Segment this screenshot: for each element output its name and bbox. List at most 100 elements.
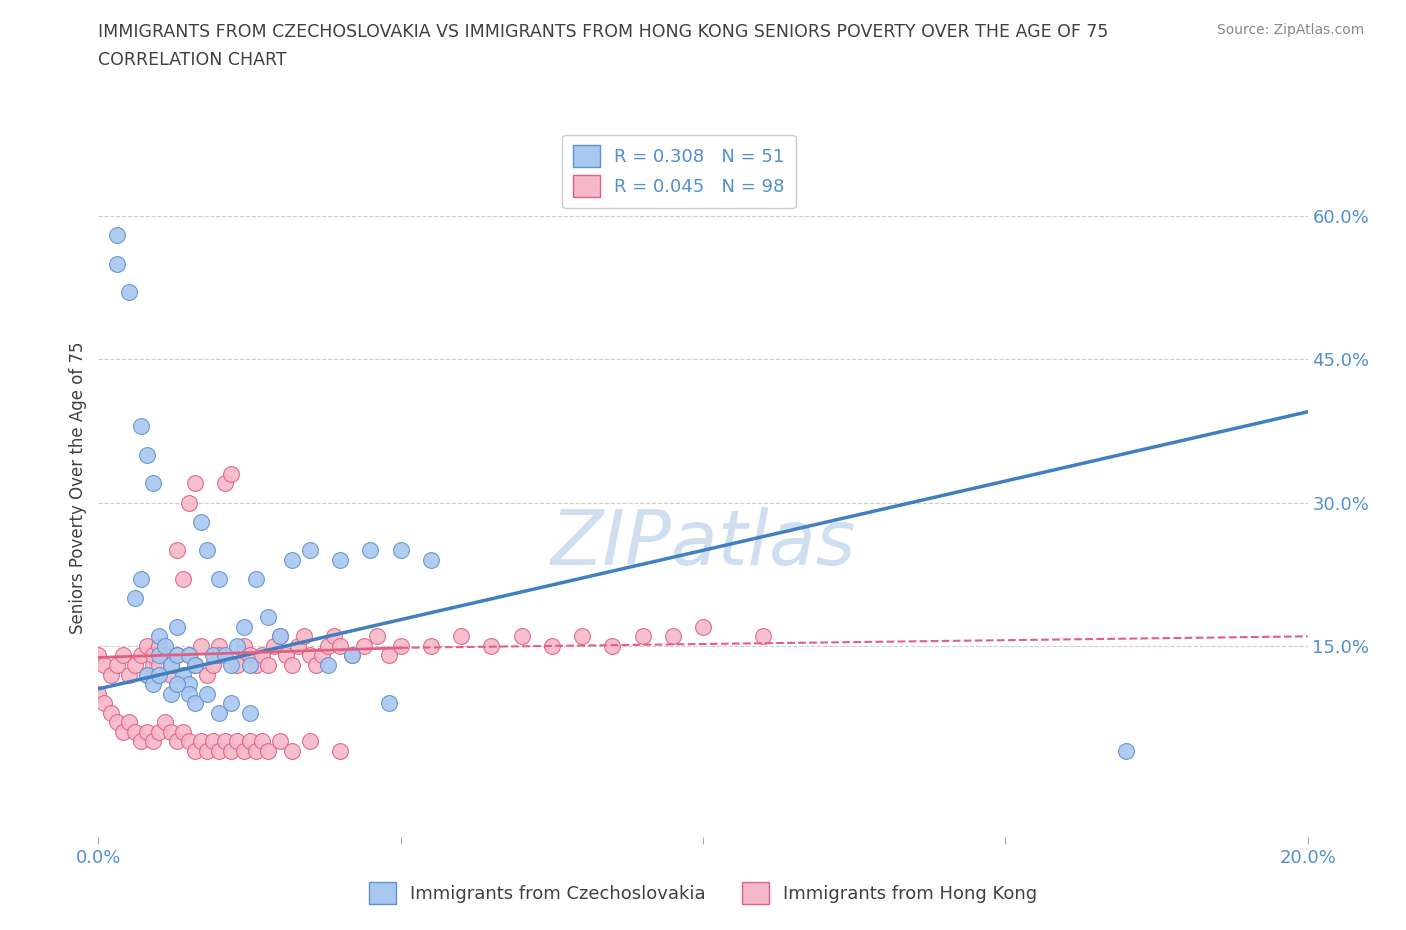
Point — [510, 629, 533, 644]
Point — [153, 715, 176, 730]
Point — [420, 639, 443, 654]
Point — [135, 667, 157, 682]
Point — [389, 639, 412, 654]
Point — [208, 705, 231, 720]
Point — [184, 744, 207, 759]
Point — [105, 257, 128, 272]
Point — [481, 639, 503, 654]
Point — [662, 629, 685, 644]
Point — [221, 467, 243, 482]
Point — [377, 648, 399, 663]
Point — [208, 648, 231, 663]
Point — [323, 629, 346, 644]
Point — [160, 667, 183, 682]
Point — [214, 648, 236, 663]
Point — [256, 610, 278, 625]
Point — [142, 476, 165, 491]
Legend: R = 0.308   N = 51, R = 0.045   N = 98: R = 0.308 N = 51, R = 0.045 N = 98 — [562, 135, 796, 207]
Point — [263, 639, 285, 654]
Point — [153, 639, 176, 654]
Point — [148, 658, 170, 672]
Point — [256, 658, 278, 672]
Point — [142, 734, 165, 749]
Point — [366, 629, 388, 644]
Point — [299, 543, 322, 558]
Text: IMMIGRANTS FROM CZECHOSLOVAKIA VS IMMIGRANTS FROM HONG KONG SENIORS POVERTY OVER: IMMIGRANTS FROM CZECHOSLOVAKIA VS IMMIGR… — [98, 23, 1109, 41]
Point — [221, 744, 243, 759]
Point — [360, 543, 382, 558]
Point — [148, 639, 170, 654]
Point — [124, 724, 146, 739]
Point — [166, 543, 188, 558]
Point — [148, 629, 170, 644]
Point — [342, 648, 364, 663]
Point — [239, 648, 262, 663]
Point — [232, 744, 254, 759]
Point — [166, 734, 188, 749]
Point — [166, 648, 188, 663]
Text: Source: ZipAtlas.com: Source: ZipAtlas.com — [1216, 23, 1364, 37]
Point — [316, 639, 339, 654]
Point — [142, 677, 165, 692]
Point — [226, 734, 249, 749]
Point — [166, 619, 188, 634]
Point — [179, 648, 201, 663]
Point — [202, 734, 225, 749]
Point — [172, 572, 194, 587]
Point — [311, 648, 333, 663]
Point — [214, 476, 236, 491]
Point — [602, 639, 624, 654]
Point — [148, 667, 170, 682]
Point — [221, 658, 243, 672]
Point — [752, 629, 775, 644]
Point — [202, 658, 225, 672]
Point — [316, 658, 339, 672]
Point — [195, 744, 218, 759]
Point — [184, 658, 207, 672]
Text: ZIPatlas: ZIPatlas — [550, 507, 856, 581]
Point — [239, 658, 262, 672]
Point — [129, 734, 152, 749]
Point — [190, 639, 212, 654]
Point — [250, 734, 273, 749]
Y-axis label: Seniors Poverty Over the Age of 75: Seniors Poverty Over the Age of 75 — [69, 342, 87, 634]
Point — [239, 734, 262, 749]
Point — [105, 715, 128, 730]
Point — [135, 639, 157, 654]
Point — [571, 629, 593, 644]
Point — [148, 667, 170, 682]
Point — [250, 648, 273, 663]
Legend: Immigrants from Czechoslovakia, Immigrants from Hong Kong: Immigrants from Czechoslovakia, Immigran… — [361, 875, 1045, 911]
Point — [184, 476, 207, 491]
Point — [202, 648, 225, 663]
Point — [226, 639, 249, 654]
Point — [221, 696, 243, 711]
Point — [353, 639, 375, 654]
Point — [329, 744, 352, 759]
Point — [105, 228, 128, 243]
Point — [208, 744, 231, 759]
Point — [184, 696, 207, 711]
Point — [87, 686, 110, 701]
Point — [93, 658, 115, 672]
Point — [179, 686, 201, 701]
Point — [105, 658, 128, 672]
Point — [160, 724, 183, 739]
Point — [179, 648, 201, 663]
Point — [329, 552, 352, 567]
Point — [142, 658, 165, 672]
Point — [329, 639, 352, 654]
Point — [245, 744, 267, 759]
Point — [179, 677, 201, 692]
Point — [631, 629, 654, 644]
Point — [195, 543, 218, 558]
Point — [287, 639, 309, 654]
Point — [281, 744, 304, 759]
Point — [135, 667, 157, 682]
Point — [142, 648, 165, 663]
Point — [274, 648, 297, 663]
Point — [420, 552, 443, 567]
Point — [166, 648, 188, 663]
Point — [111, 724, 134, 739]
Point — [299, 734, 322, 749]
